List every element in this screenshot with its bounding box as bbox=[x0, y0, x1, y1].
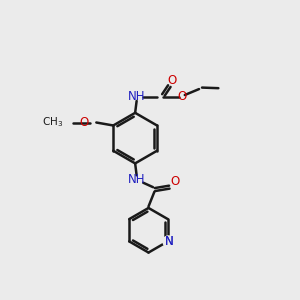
Text: CH$_3$: CH$_3$ bbox=[41, 116, 63, 129]
Text: NH: NH bbox=[128, 90, 146, 103]
Text: N: N bbox=[165, 236, 174, 248]
Text: N: N bbox=[165, 236, 174, 248]
Text: NH: NH bbox=[128, 173, 146, 186]
Text: O: O bbox=[79, 116, 88, 129]
Text: O: O bbox=[170, 175, 179, 188]
Text: O: O bbox=[177, 90, 186, 103]
Text: O: O bbox=[168, 74, 177, 87]
